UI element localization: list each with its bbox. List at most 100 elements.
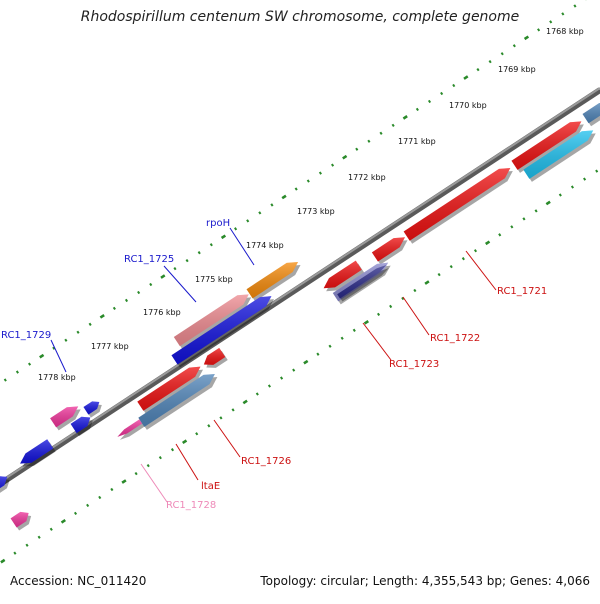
scale-tick: [476, 67, 480, 72]
scale-tick: [124, 298, 129, 303]
scale-tick: [267, 384, 271, 388]
scale-tick: [473, 249, 478, 253]
scale-tick: [303, 359, 309, 365]
gene-rc1-1725: [173, 294, 252, 350]
scale-tick: [39, 353, 45, 359]
scale-tick: [306, 179, 310, 183]
scale-tick: [498, 233, 502, 237]
scale-tick: [376, 312, 381, 317]
scale-tick: [112, 306, 116, 311]
scale-tick: [561, 12, 565, 16]
scale-tick: [255, 392, 259, 396]
scale-tick: [485, 240, 491, 246]
label-rc1-1726[interactable]: RC1_1726: [241, 456, 291, 467]
gene-itae: [203, 347, 228, 368]
scale-tick: [258, 211, 262, 215]
scale-tick: [149, 282, 153, 287]
scale-tick: [352, 328, 356, 332]
scale-tick: [570, 185, 574, 189]
gene-rc1-1730: [70, 416, 93, 437]
scale-tick: [292, 368, 296, 372]
scale-tick: [488, 60, 492, 64]
gene-rc1-1731: [83, 401, 102, 418]
tick-label: 1777 kbp: [91, 342, 129, 351]
gene-rc1-1732: [20, 439, 56, 467]
scale-tick: [449, 265, 453, 269]
scale-tick: [379, 131, 383, 135]
scale-track-inner: [0, 169, 599, 564]
tick-label: 1769 kbp: [498, 65, 536, 74]
callout-line: [50, 339, 67, 373]
label-itae[interactable]: ltaE: [201, 481, 220, 492]
scale-tick: [340, 336, 344, 340]
tick-label: 1774 kbp: [246, 241, 284, 250]
scale-tick: [545, 200, 551, 206]
scale-tick: [583, 177, 587, 181]
gene-rc1-1727: [138, 373, 218, 430]
scale-tick: [15, 370, 19, 374]
scale-tick: [328, 344, 332, 348]
scale-tick: [73, 511, 78, 516]
callout-line: [362, 322, 392, 361]
gene-rc1-1719: [523, 130, 596, 182]
topology-summary: Topology: circular; Length: 4,355,543 bp…: [260, 574, 590, 588]
scale-tick: [98, 495, 102, 500]
gene-rc1-1723: [337, 265, 389, 302]
scale-tick: [331, 163, 335, 167]
scale-tick: [234, 227, 238, 231]
scale-tick: [76, 330, 80, 334]
scale-tick: [37, 535, 41, 539]
scale-tick: [294, 187, 298, 191]
tick-label: 1768 kbp: [546, 27, 584, 36]
scale-tick: [573, 4, 577, 8]
tick-label: 1773 kbp: [297, 207, 335, 216]
callout-line: [465, 250, 497, 291]
scale-tick: [452, 83, 456, 88]
scale-tick: [500, 52, 504, 56]
callout-line: [140, 463, 168, 503]
scale-tick: [440, 91, 444, 96]
label-rc1-1721[interactable]: RC1_1721: [497, 286, 547, 297]
scale-tick: [88, 322, 92, 326]
scale-tick: [363, 320, 369, 325]
scale-tick: [595, 169, 599, 173]
gene-rc1-1722-a: [323, 260, 365, 292]
scale-tick: [534, 209, 538, 213]
scale-tick: [3, 378, 7, 382]
callout-line: [402, 296, 430, 336]
scale-tick: [316, 352, 320, 356]
accession-text: Accession: NC_011420: [10, 574, 147, 588]
scale-tick: [355, 147, 359, 151]
scale-tick: [389, 304, 393, 309]
gene-rpoh: [246, 261, 301, 302]
label-rc1-1728[interactable]: RC1_1728: [166, 500, 216, 511]
scale-tick: [110, 487, 114, 492]
label-rc1-1725[interactable]: RC1_1725: [124, 254, 174, 265]
scale-tick: [197, 251, 201, 255]
scale-tick: [413, 288, 417, 293]
scale-tick: [510, 225, 514, 229]
scale-tick: [121, 479, 127, 484]
label-rpoh[interactable]: rpoH: [206, 218, 230, 229]
gene-rc1-1729: [50, 406, 81, 431]
gene-edge-steel: [582, 102, 600, 127]
label-rc1-1722[interactable]: RC1_1722: [430, 333, 480, 344]
tick-label: 1778 kbp: [38, 373, 76, 382]
label-rc1-1729[interactable]: RC1_1729: [1, 330, 51, 341]
tick-label: 1775 kbp: [195, 275, 233, 284]
scale-tick: [195, 432, 199, 436]
scale-tick: [424, 280, 430, 285]
scale-tick: [281, 194, 287, 200]
scale-tick: [342, 154, 348, 160]
scale-tick: [549, 20, 553, 24]
scale-tick: [13, 551, 17, 555]
gene-rc1-1722: [371, 237, 408, 265]
label-rc1-1723[interactable]: RC1_1723: [389, 359, 439, 370]
gene-rc1-1728: [117, 419, 145, 440]
scale-tick: [64, 338, 68, 342]
tick-label: 1772 kbp: [348, 173, 386, 182]
scale-tick: [182, 439, 188, 445]
scale-tick: [49, 527, 53, 531]
